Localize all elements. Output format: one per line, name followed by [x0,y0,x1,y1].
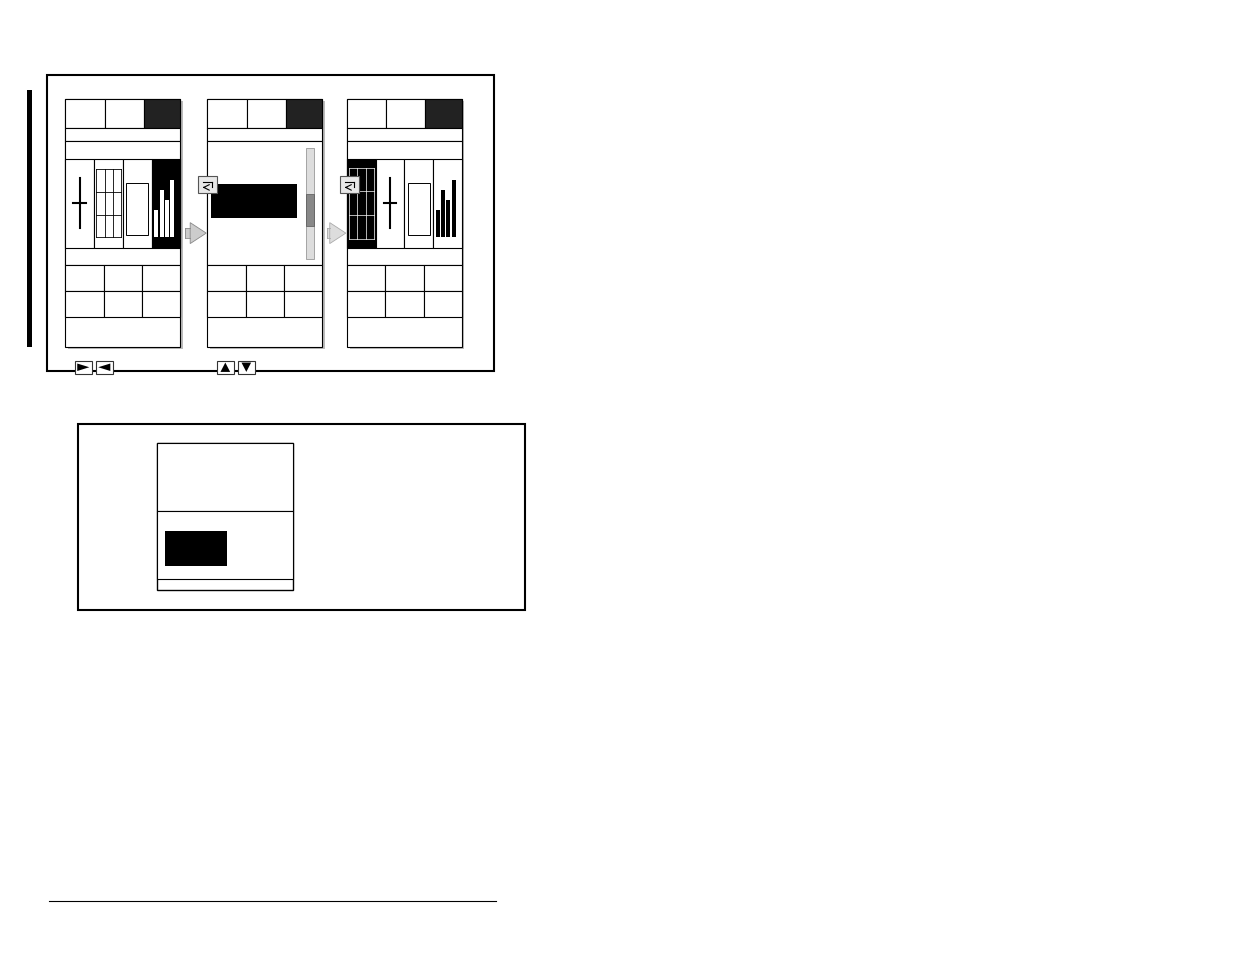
Bar [237,361,254,375]
Bar [157,443,293,511]
Bar [159,192,164,238]
Bar [170,181,174,238]
Bar [327,229,330,238]
Bar [306,195,314,227]
Bar [405,159,433,249]
Bar [165,532,227,567]
Bar [347,266,385,292]
Bar [65,100,180,348]
Bar [247,100,285,129]
Bar [157,511,293,579]
Bar [347,129,462,142]
Bar [185,229,190,238]
Bar [65,159,94,249]
Bar [207,142,322,266]
Bar [68,102,183,350]
Bar [27,91,32,348]
Bar [164,201,169,238]
Bar [246,292,284,318]
Bar [142,266,180,292]
Bar [152,159,180,249]
Bar [387,100,425,129]
Bar [207,100,247,129]
Bar [216,361,233,375]
Bar [104,266,142,292]
Bar [65,129,180,142]
Bar [74,361,91,375]
Polygon shape [78,364,89,372]
Bar [207,292,246,318]
Bar [425,100,462,129]
Bar [47,76,494,372]
Bar [347,142,462,266]
Bar [65,100,105,129]
Bar [94,159,124,249]
Bar [104,292,142,318]
Bar [143,100,180,129]
Bar [154,212,158,238]
Bar [347,100,387,129]
Polygon shape [330,223,346,244]
Bar [207,100,322,348]
Bar [65,142,180,266]
Bar [284,292,322,318]
Bar [424,292,462,318]
Bar [95,361,112,375]
Bar [347,159,375,249]
Polygon shape [190,223,206,244]
Bar [207,129,322,142]
Bar [207,266,246,292]
Bar [452,181,456,238]
Bar [306,149,314,260]
Bar [375,159,405,249]
Polygon shape [242,363,251,373]
Bar [211,184,298,219]
Bar [198,177,217,194]
Polygon shape [99,364,110,372]
Bar [210,102,325,350]
Bar [126,184,148,235]
Bar [424,266,462,292]
Bar [78,424,525,610]
Bar [65,266,104,292]
Bar [441,192,446,238]
Bar [157,443,293,591]
Bar [246,266,284,292]
Bar [350,102,464,350]
Bar [347,100,462,348]
Bar [385,266,424,292]
Bar [340,177,359,194]
Bar [124,159,152,249]
Bar [65,292,104,318]
Bar [285,100,322,129]
Polygon shape [221,363,230,373]
Bar [446,201,451,238]
Bar [284,266,322,292]
Bar [385,292,424,318]
Bar [142,292,180,318]
Bar [433,159,462,249]
Bar [408,184,430,235]
Bar [436,212,440,238]
Bar [347,292,385,318]
Bar [105,100,143,129]
